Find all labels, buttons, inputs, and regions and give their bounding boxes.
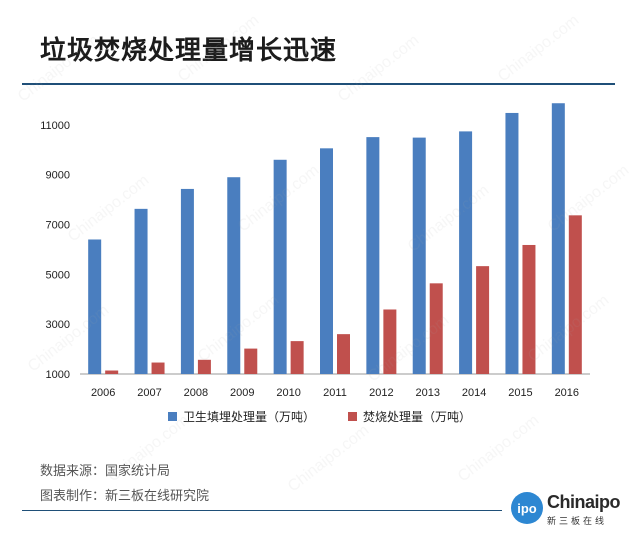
x-tick-label: 2013 xyxy=(415,387,439,399)
legend-swatch-landfill xyxy=(168,412,177,421)
bar-landfill xyxy=(505,112,519,374)
x-tick-label: 2011 xyxy=(323,387,347,399)
bar-incineration xyxy=(290,341,304,374)
y-tick-label: 3000 xyxy=(46,319,70,331)
bar-incineration xyxy=(568,215,582,374)
y-tick-label: 1000 xyxy=(46,369,70,381)
bar-landfill xyxy=(88,239,102,374)
bar-incineration xyxy=(476,266,490,374)
bar-landfill xyxy=(459,131,473,374)
bar-incineration xyxy=(383,309,397,374)
x-tick-label: 2016 xyxy=(555,387,579,399)
x-tick-label: 2012 xyxy=(369,387,393,399)
bar-landfill xyxy=(412,137,426,374)
chart-maker-note: 图表制作：新三板在线研究院 xyxy=(40,489,210,504)
x-tick-label: 2008 xyxy=(184,387,208,399)
bar-landfill xyxy=(134,208,148,374)
bar-landfill xyxy=(227,177,241,374)
x-tick-label: 2010 xyxy=(276,387,300,399)
watermark-text: Chinaipo.com xyxy=(284,421,373,496)
bar-landfill xyxy=(551,103,565,374)
bar-incineration xyxy=(151,362,165,374)
bar-incineration xyxy=(337,334,350,374)
x-tick-label: 2007 xyxy=(137,387,161,399)
title-divider xyxy=(22,83,615,85)
chinaipo-logo: ipo Chinaipo 新三板在线 xyxy=(511,492,631,534)
bar-incineration xyxy=(244,348,258,374)
x-tick-label: 2015 xyxy=(508,387,532,399)
legend-label-landfill: 卫生填埋处理量（万吨） xyxy=(183,410,316,424)
logo-badge: ipo xyxy=(511,492,543,524)
legend-item-incineration: 焚烧处理量（万吨） xyxy=(348,408,471,425)
page-title: 垃圾焚烧处理量增长迅速 xyxy=(40,36,338,66)
chart-legend: 卫生填埋处理量（万吨） 焚烧处理量（万吨） xyxy=(0,408,640,428)
bar-chart: 1000 3000 5000 7000 9000 11000 2006 2007 2008 200… xyxy=(40,103,590,399)
y-tick-label: 9000 xyxy=(46,170,70,182)
y-tick-label: 11000 xyxy=(40,120,70,132)
x-tick-label: 2006 xyxy=(91,387,115,399)
bar-landfill xyxy=(273,159,287,374)
bar-incineration xyxy=(522,244,536,374)
logo-name: Chinaipo xyxy=(547,492,621,512)
footer-divider xyxy=(22,510,502,511)
bar-incineration xyxy=(197,359,211,374)
legend-item-landfill: 卫生填埋处理量（万吨） xyxy=(168,408,315,425)
data-source-note: 数据来源：国家统计局 xyxy=(40,464,171,479)
legend-label-incineration: 焚烧处理量（万吨） xyxy=(363,410,472,424)
legend-swatch-incineration xyxy=(348,412,357,421)
bar-landfill xyxy=(366,137,380,374)
y-tick-label: 5000 xyxy=(46,269,70,281)
bar-landfill xyxy=(320,148,333,374)
x-tick-label: 2014 xyxy=(462,387,486,399)
y-tick-label: 7000 xyxy=(46,220,70,232)
bar-incineration xyxy=(105,370,119,374)
bar-landfill xyxy=(180,188,194,374)
logo-subtitle: 新三板在线 xyxy=(547,517,608,527)
bar-incineration xyxy=(429,283,443,374)
x-tick-label: 2009 xyxy=(230,387,254,399)
